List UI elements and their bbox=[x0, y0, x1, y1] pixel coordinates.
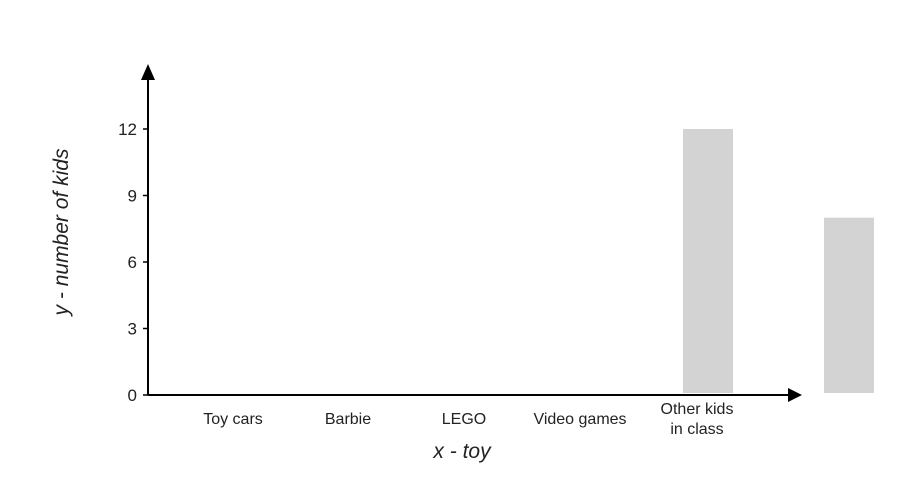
x-axis-arrowhead bbox=[788, 388, 802, 402]
y-tick-label-3: 3 bbox=[128, 320, 137, 339]
y-tick-label-9: 9 bbox=[128, 187, 137, 206]
y-tick-label-12: 12 bbox=[118, 120, 137, 139]
bars-layer bbox=[683, 129, 874, 393]
y-tick-label-6: 6 bbox=[128, 253, 137, 272]
x-category-label-4: Video games bbox=[533, 411, 626, 428]
y-tick-label-0: 0 bbox=[128, 386, 137, 405]
bar-5 bbox=[683, 129, 733, 393]
x-category-label-3: LEGO bbox=[442, 411, 486, 428]
x-category-label-1: Toy cars bbox=[203, 411, 263, 428]
bar-extra bbox=[824, 217, 874, 393]
x-category-label-2: Barbie bbox=[325, 411, 371, 428]
x-category-label-5: Other kids in class bbox=[661, 401, 734, 438]
x-axis-label: x - toy bbox=[432, 440, 492, 463]
y-ticks: 0 3 6 9 12 bbox=[118, 120, 148, 405]
y-axis-arrowhead bbox=[141, 64, 155, 80]
x-category-labels: Toy cars Barbie LEGO Video games Other kids i… bbox=[203, 401, 733, 438]
axes-layer bbox=[141, 64, 802, 402]
y-axis-label: y - number of kids bbox=[50, 148, 73, 317]
